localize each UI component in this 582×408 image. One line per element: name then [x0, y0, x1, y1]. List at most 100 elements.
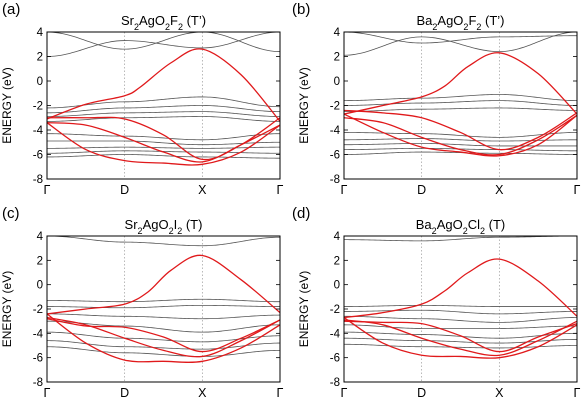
band-line-red [344, 113, 577, 157]
y-tick-label: 4 [334, 231, 341, 243]
x-tick-label: Γ [341, 386, 348, 400]
y-tick-label: -6 [330, 353, 340, 365]
y-tick-label: -2 [330, 101, 340, 113]
band-line-gray [344, 315, 577, 323]
x-tick-label: X [495, 183, 504, 197]
band-line-gray [47, 298, 280, 303]
panel-label: (c) [2, 205, 20, 222]
x-tick-label: D [120, 183, 129, 197]
y-tick-label: 2 [37, 255, 43, 267]
band-line-gray [344, 100, 577, 106]
band-line-red [344, 316, 577, 359]
y-tick-label: 4 [334, 27, 341, 39]
band-line-gray [47, 32, 280, 52]
band-line-gray [344, 138, 577, 142]
x-tick-label: Γ [574, 386, 581, 400]
panel-title: Ba2AgO2Cl2 (T) [416, 217, 505, 236]
y-tick-label: 0 [37, 280, 43, 292]
panel-label: (d) [292, 205, 310, 222]
panel-b: (b)Ba2AgO2F2 (T’)ENERGY (eV)420-2-4-6-8Γ… [292, 1, 581, 197]
panel-label: (b) [292, 1, 310, 18]
band-line-red [344, 319, 577, 357]
band-line-gray [47, 116, 280, 122]
x-tick-label: Γ [277, 386, 284, 400]
band-line-gray [47, 133, 280, 141]
band-line-gray [344, 304, 577, 307]
band-line-red [47, 254, 280, 315]
plot-frame [343, 235, 578, 383]
band-line-gray [47, 111, 280, 117]
y-tick-label: -2 [33, 101, 43, 113]
y-tick-label: 0 [334, 76, 340, 88]
y-tick-label: -4 [33, 125, 44, 137]
panel-title: Sr2AgO2F2 (T’) [121, 13, 206, 32]
band-line-gray [344, 32, 577, 56]
y-tick-label: -6 [33, 150, 43, 162]
band-line-gray [47, 32, 280, 57]
panel-title: Sr2AgO2I2 (T) [125, 217, 203, 236]
band-line-gray [344, 309, 577, 315]
panel-title: Ba2AgO2F2 (T’) [416, 13, 504, 32]
band-line-gray [47, 236, 280, 247]
y-tick-label: 4 [37, 27, 44, 39]
y-tick-label: -8 [33, 377, 43, 389]
x-tick-label: X [198, 386, 207, 400]
band-line-red [47, 313, 280, 364]
band-line-red [344, 52, 577, 115]
x-tick-label: Γ [277, 183, 284, 197]
x-tick-label: Γ [574, 183, 581, 197]
x-tick-label: D [120, 386, 129, 400]
band-line-red [47, 116, 280, 161]
band-line-gray [47, 320, 280, 333]
band-line-red [344, 109, 577, 151]
band-line-gray [47, 304, 280, 309]
panel-label: (a) [2, 1, 20, 18]
x-tick-label: X [495, 386, 504, 400]
band-line-gray [47, 340, 280, 350]
x-tick-label: D [417, 183, 426, 197]
band-line-red [47, 316, 280, 358]
y-tick-label: 2 [37, 52, 43, 64]
x-tick-label: D [417, 386, 426, 400]
band-line-gray [47, 96, 280, 109]
y-tick-label: -8 [330, 377, 340, 389]
band-line-red [47, 122, 280, 166]
panel-a: (a)Sr2AgO2F2 (T’)ENERGY (eV)420-2-4-6-8Γ… [0, 1, 284, 197]
y-axis-label: ENERGY (eV) [0, 67, 14, 143]
band-line-gray [47, 346, 280, 357]
y-axis-label: ENERGY (eV) [0, 271, 14, 347]
y-tick-label: -2 [330, 304, 340, 316]
band-line-gray [47, 154, 280, 159]
y-axis-label: ENERGY (eV) [297, 271, 311, 347]
band-line-gray [344, 236, 577, 242]
x-tick-label: Γ [44, 386, 51, 400]
y-tick-label: 0 [37, 76, 43, 88]
band-line-red [47, 318, 280, 353]
band-line-red [344, 114, 577, 156]
band-line-gray [344, 324, 577, 329]
y-tick-label: -2 [33, 304, 43, 316]
band-line-gray [47, 140, 280, 146]
band-line-gray [47, 146, 280, 149]
y-tick-label: 2 [334, 52, 340, 64]
band-line-red [344, 258, 577, 319]
y-tick-label: -8 [33, 174, 43, 186]
y-tick-label: 2 [334, 255, 340, 267]
band-line-red [47, 48, 280, 122]
y-tick-label: -4 [33, 328, 44, 340]
y-tick-label: 0 [334, 280, 340, 292]
x-tick-label: X [198, 183, 207, 197]
x-tick-label: Γ [44, 183, 51, 197]
band-line-gray [344, 94, 577, 101]
y-tick-label: -6 [330, 150, 340, 162]
band-line-gray [47, 105, 280, 114]
band-line-gray [47, 313, 280, 320]
y-axis-label: ENERGY (eV) [297, 67, 311, 143]
panel-d: (d)Ba2AgO2Cl2 (T)ENERGY (eV)420-2-4-6-8Γ… [292, 205, 581, 400]
y-tick-label: -4 [330, 125, 341, 137]
y-tick-label: -4 [330, 328, 341, 340]
band-line-gray [344, 143, 577, 147]
band-line-red [344, 320, 577, 353]
y-tick-label: 4 [37, 231, 44, 243]
